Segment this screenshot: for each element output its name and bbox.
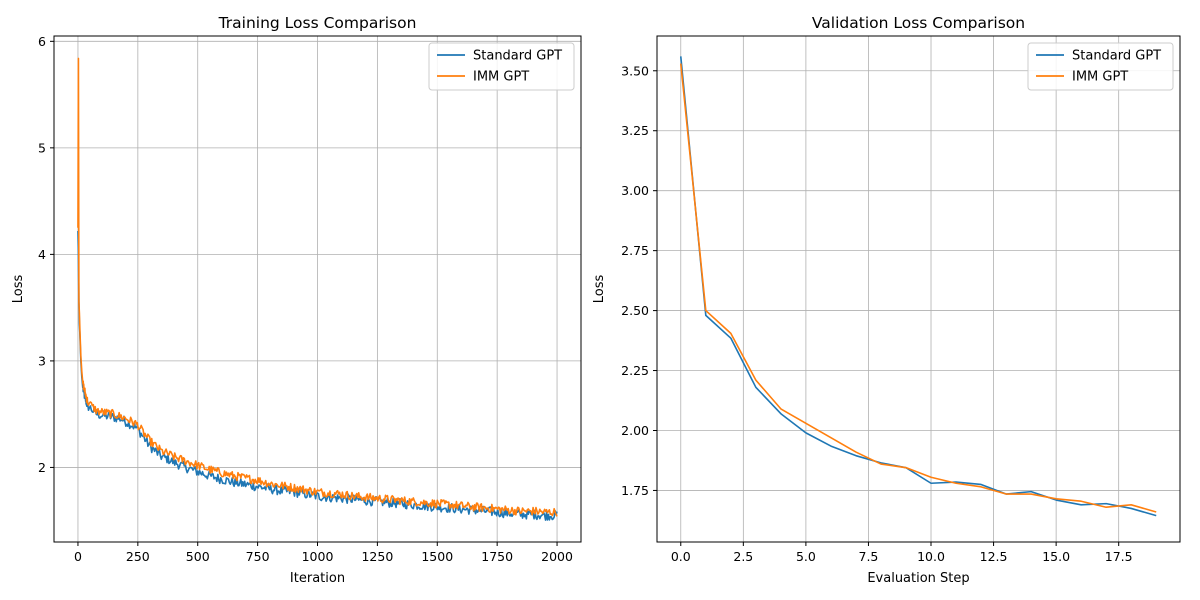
- x-tick-label: 1000: [302, 549, 334, 564]
- y-tick-label: 2: [38, 460, 46, 475]
- y-tick-label: 2.25: [621, 363, 649, 378]
- y-tick-label: 3.00: [621, 183, 649, 198]
- x-tick-label: 17.5: [1105, 549, 1133, 564]
- y-tick-label: 1.75: [621, 483, 649, 498]
- chart-panel-1: 0 250 500 750 1000 1250 1500 1750 2000 2 3 4 5 6 Train…: [11, 14, 582, 586]
- axes-frame: [656, 35, 1181, 543]
- y-tick-label: 2.50: [621, 303, 649, 318]
- x-tick-label: 1500: [421, 549, 453, 564]
- y-tick-label: 4: [38, 247, 46, 262]
- y-tick-label: 3.25: [621, 123, 649, 138]
- y-tick-label: 2.75: [621, 243, 649, 258]
- x-tick-label: 750: [246, 549, 270, 564]
- chart-panel-2: 0.0 2.5 5.0 7.5 10.0 12.5 15.0 17.5 1.75 2.00 2.25…: [592, 14, 1181, 586]
- x-axis-label: Evaluation Step: [867, 571, 969, 586]
- y-tick-label: 3: [38, 353, 46, 368]
- legend: Standard GPT IMM GPT: [1027, 42, 1174, 91]
- legend: Standard GPT IMM GPT: [428, 42, 575, 91]
- y-tick-label: 3.50: [621, 63, 649, 78]
- y-tick-label: 2.00: [621, 423, 649, 438]
- series-line-imm-gpt: [679, 63, 1157, 513]
- x-tick-label: 5.0: [796, 549, 816, 564]
- legend-box: [1027, 42, 1174, 91]
- x-tick-label: 0: [74, 549, 82, 564]
- x-axis-label: Iteration: [290, 571, 345, 586]
- legend-entry-label: IMM GPT: [1072, 70, 1128, 85]
- y-tick-label: 6: [38, 34, 46, 49]
- series-line-standard-gpt: [679, 56, 1157, 517]
- x-tick-label: 7.5: [859, 549, 879, 564]
- x-tick-label: 1750: [481, 549, 513, 564]
- x-tick-label: 500: [186, 549, 210, 564]
- x-tick-label: 12.5: [980, 549, 1008, 564]
- x-tick-label: 250: [126, 549, 150, 564]
- legend-entry-label: IMM GPT: [473, 70, 529, 85]
- y-axis-label: Loss: [592, 275, 607, 304]
- legend-entry-label: Standard GPT: [473, 49, 562, 64]
- legend-box: [428, 42, 575, 91]
- y-axis-label: Loss: [11, 275, 26, 304]
- chart-title: Training Loss Comparison: [218, 14, 417, 32]
- x-tick-label: 10.0: [917, 549, 945, 564]
- chart-title: Validation Loss Comparison: [812, 14, 1025, 32]
- x-tick-label: 1250: [361, 549, 393, 564]
- x-tick-label: 2.5: [733, 549, 753, 564]
- x-tick-label: 15.0: [1042, 549, 1070, 564]
- legend-entry-label: Standard GPT: [1072, 49, 1161, 64]
- series-line-imm-gpt: [77, 57, 558, 517]
- x-tick-label: 2000: [541, 549, 573, 564]
- y-tick-label: 5: [38, 140, 46, 155]
- x-tick-label: 0.0: [671, 549, 691, 564]
